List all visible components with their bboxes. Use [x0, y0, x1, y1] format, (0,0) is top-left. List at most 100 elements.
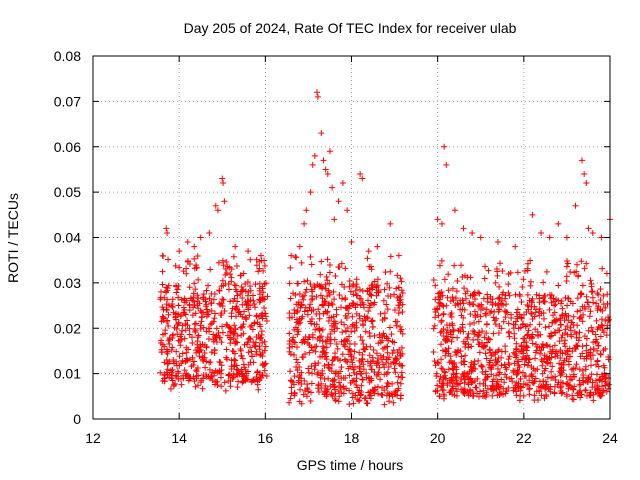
data-point: [291, 352, 298, 359]
data-point: [399, 301, 406, 308]
data-point: [471, 361, 478, 368]
data-point: [377, 376, 384, 383]
data-point: [227, 340, 234, 347]
data-point: [524, 352, 531, 359]
data-point: [231, 281, 238, 288]
data-point: [524, 303, 531, 310]
data-point: [179, 327, 186, 334]
data-point: [194, 292, 201, 299]
data-point: [241, 308, 248, 315]
data-point: [369, 318, 376, 325]
data-point: [233, 305, 240, 312]
data-point: [359, 356, 366, 363]
data-point: [220, 180, 227, 187]
x-tick-label: 22: [516, 430, 532, 446]
data-point: [312, 326, 319, 333]
data-point: [438, 384, 445, 391]
data-point: [470, 291, 477, 298]
data-point: [532, 355, 539, 362]
data-point: [246, 312, 253, 319]
data-point: [195, 295, 202, 302]
data-point: [345, 305, 352, 312]
data-point: [528, 371, 535, 378]
data-point: [493, 315, 500, 322]
data-point: [574, 261, 581, 268]
data-point: [244, 339, 251, 346]
data-point: [373, 283, 380, 290]
data-point: [363, 400, 370, 407]
data-point: [503, 388, 510, 395]
data-point: [353, 292, 360, 299]
data-point: [315, 306, 322, 313]
data-point: [518, 342, 525, 349]
data-point: [459, 274, 466, 281]
data-point: [546, 234, 553, 241]
data-point: [524, 301, 531, 308]
data-point: [196, 347, 203, 354]
data-point: [240, 270, 247, 277]
data-point: [315, 369, 322, 376]
data-point: [505, 385, 512, 392]
data-point: [576, 315, 583, 322]
data-point: [232, 282, 239, 289]
data-point: [287, 295, 294, 302]
data-point: [383, 383, 390, 390]
data-point: [594, 357, 601, 364]
data-point: [231, 330, 238, 337]
data-point: [218, 383, 225, 390]
x-axis-label: GPS time / hours: [297, 457, 404, 473]
data-point: [228, 310, 235, 317]
data-point: [330, 320, 337, 327]
data-point: [286, 330, 293, 337]
data-point: [220, 262, 227, 269]
data-point: [465, 330, 472, 337]
data-point: [533, 291, 540, 298]
data-point: [353, 284, 360, 291]
data-point: [347, 351, 354, 358]
data-point: [219, 175, 226, 182]
data-point: [243, 376, 250, 383]
data-point: [317, 372, 324, 379]
data-point: [328, 314, 335, 321]
data-point: [385, 337, 392, 344]
data-point: [498, 362, 505, 369]
data-point: [227, 325, 234, 332]
data-point: [518, 348, 525, 355]
data-point: [253, 374, 260, 381]
x-tick-label: 12: [85, 430, 101, 446]
data-point: [590, 397, 597, 404]
data-point: [169, 334, 176, 341]
data-point: [462, 352, 469, 359]
data-point: [254, 368, 261, 375]
data-point: [233, 263, 240, 270]
data-point: [496, 306, 503, 313]
data-point: [200, 375, 207, 382]
data-point: [476, 290, 483, 297]
data-point: [339, 329, 346, 336]
data-point: [348, 239, 355, 246]
data-point: [387, 220, 394, 227]
data-point: [237, 272, 244, 279]
data-point: [208, 290, 215, 297]
data-point: [449, 320, 456, 327]
data-point: [527, 321, 534, 328]
data-point: [216, 368, 223, 375]
data-point: [332, 397, 339, 404]
data-point: [359, 337, 366, 344]
data-point: [581, 170, 588, 177]
data-point: [323, 344, 330, 351]
data-point: [397, 392, 404, 399]
data-point: [528, 334, 535, 341]
data-point: [219, 323, 226, 330]
data-point: [486, 309, 493, 316]
data-point: [371, 299, 378, 306]
data-point: [528, 311, 535, 318]
data-point: [482, 343, 489, 350]
data-point: [316, 310, 323, 317]
data-point: [551, 389, 558, 396]
data-point: [492, 279, 499, 286]
data-point: [194, 338, 201, 345]
data-point: [356, 357, 363, 364]
data-point: [583, 260, 590, 267]
data-point: [293, 301, 300, 308]
